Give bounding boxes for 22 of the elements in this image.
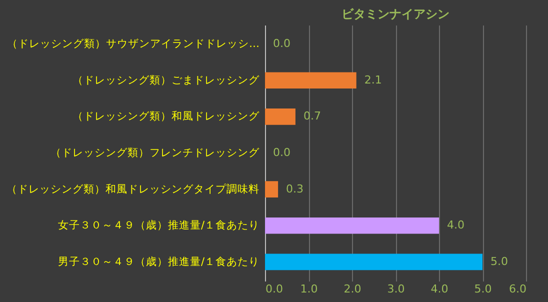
x-tick-label: 5.0	[474, 282, 492, 296]
y-tick-label: （ドレッシング類）和風ドレッシング	[72, 110, 260, 123]
data-label: 0.0	[273, 146, 290, 159]
data-label: 0.3	[286, 182, 304, 196]
y-tick-label: 女子３０～４９（歳）推進量/１食あたり	[58, 218, 260, 232]
x-tick-label: 4.0	[430, 282, 448, 296]
data-label: 0.7	[303, 110, 321, 123]
y-tick-label: （ドレッシング類）和風ドレッシングタイプ調味料	[6, 182, 260, 196]
chart-title: ビタミンナイアシン	[342, 7, 450, 21]
data-label: 5.0	[490, 254, 508, 268]
data-label: 4.0	[447, 218, 464, 232]
y-tick-label: （ドレッシング類）フレンチドレッシング	[50, 147, 260, 159]
data-label: 0.0	[273, 37, 290, 50]
data-label: 2.1	[364, 73, 382, 86]
x-tick-label: 3.0	[387, 282, 405, 296]
y-tick-label: （ドレッシング類）ごまドレッシング	[72, 74, 260, 86]
y-tick-label: （ドレッシング類）サウザンアイランドドレッシ…	[7, 38, 260, 50]
x-tick-label: 0.0	[266, 282, 283, 296]
y-tick-label: 男子３０～４９（歳）推進量/１食あたり	[58, 254, 260, 268]
x-tick-label: 1.0	[300, 282, 318, 296]
x-tick-label: 2.0	[344, 282, 362, 296]
x-tick-label: 6.0	[509, 282, 526, 296]
